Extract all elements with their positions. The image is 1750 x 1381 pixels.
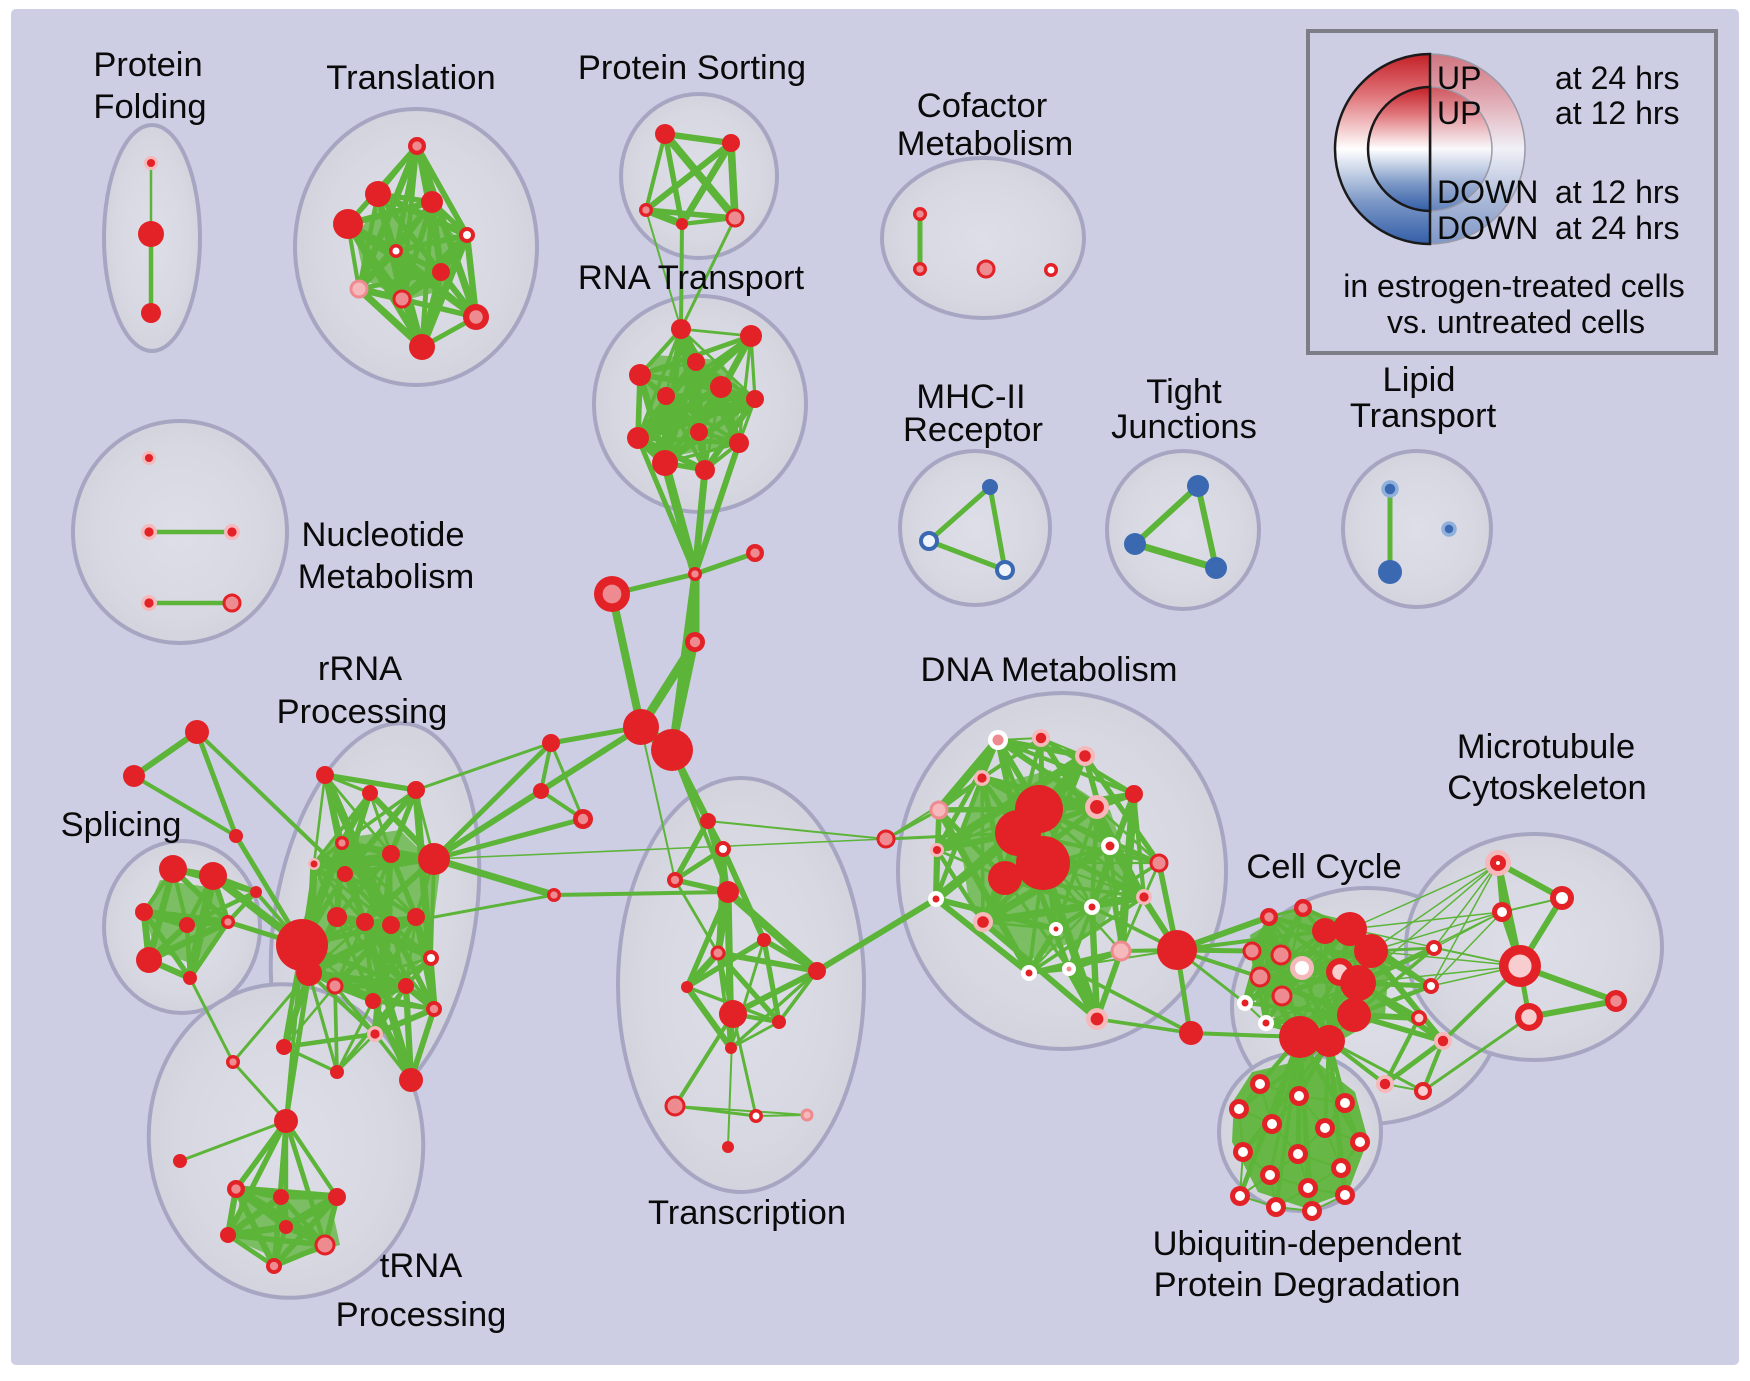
svg-text:Cofactor: Cofactor bbox=[917, 87, 1047, 125]
svg-text:at 12 hrs: at 12 hrs bbox=[1555, 95, 1680, 131]
svg-text:Transport: Transport bbox=[1350, 397, 1497, 435]
svg-text:Microtubule: Microtubule bbox=[1457, 728, 1635, 766]
svg-text:UP: UP bbox=[1437, 60, 1481, 96]
svg-text:RNA Transport: RNA Transport bbox=[578, 259, 805, 297]
svg-text:Transcription: Transcription bbox=[648, 1194, 846, 1232]
svg-text:Cell Cycle: Cell Cycle bbox=[1246, 848, 1401, 886]
svg-text:Ubiquitin-dependent: Ubiquitin-dependent bbox=[1153, 1225, 1462, 1263]
svg-text:Protein Sorting: Protein Sorting bbox=[578, 49, 806, 87]
svg-text:Protein Degradation: Protein Degradation bbox=[1154, 1266, 1461, 1304]
svg-text:MHC-II: MHC-II bbox=[916, 378, 1025, 416]
svg-text:Junctions: Junctions bbox=[1111, 408, 1257, 446]
svg-text:Receptor: Receptor bbox=[903, 411, 1043, 449]
svg-text:rRNA: rRNA bbox=[318, 650, 402, 688]
svg-text:Protein: Protein bbox=[93, 46, 202, 84]
svg-text:Lipid: Lipid bbox=[1383, 361, 1456, 399]
svg-text:in estrogen-treated cells: in estrogen-treated cells bbox=[1343, 268, 1685, 304]
svg-text:tRNA: tRNA bbox=[380, 1247, 462, 1285]
svg-text:at 12 hrs: at 12 hrs bbox=[1555, 174, 1680, 210]
svg-text:at 24 hrs: at 24 hrs bbox=[1555, 210, 1680, 246]
svg-text:DOWN: DOWN bbox=[1437, 174, 1538, 210]
svg-text:DNA Metabolism: DNA Metabolism bbox=[921, 651, 1178, 689]
svg-text:Nucleotide: Nucleotide bbox=[301, 516, 464, 554]
svg-text:Metabolism: Metabolism bbox=[897, 125, 1073, 163]
svg-text:Processing: Processing bbox=[277, 693, 448, 731]
svg-text:at 24 hrs: at 24 hrs bbox=[1555, 60, 1680, 96]
svg-text:vs. untreated cells: vs. untreated cells bbox=[1387, 304, 1645, 340]
svg-text:Cytoskeleton: Cytoskeleton bbox=[1447, 769, 1646, 807]
svg-text:UP: UP bbox=[1437, 95, 1481, 131]
svg-text:Tight: Tight bbox=[1146, 373, 1222, 411]
svg-text:DOWN: DOWN bbox=[1437, 210, 1538, 246]
svg-text:Translation: Translation bbox=[326, 59, 495, 97]
svg-text:Processing: Processing bbox=[336, 1296, 507, 1334]
svg-text:Folding: Folding bbox=[93, 88, 206, 126]
svg-text:Splicing: Splicing bbox=[61, 806, 182, 844]
svg-text:Metabolism: Metabolism bbox=[298, 558, 474, 596]
